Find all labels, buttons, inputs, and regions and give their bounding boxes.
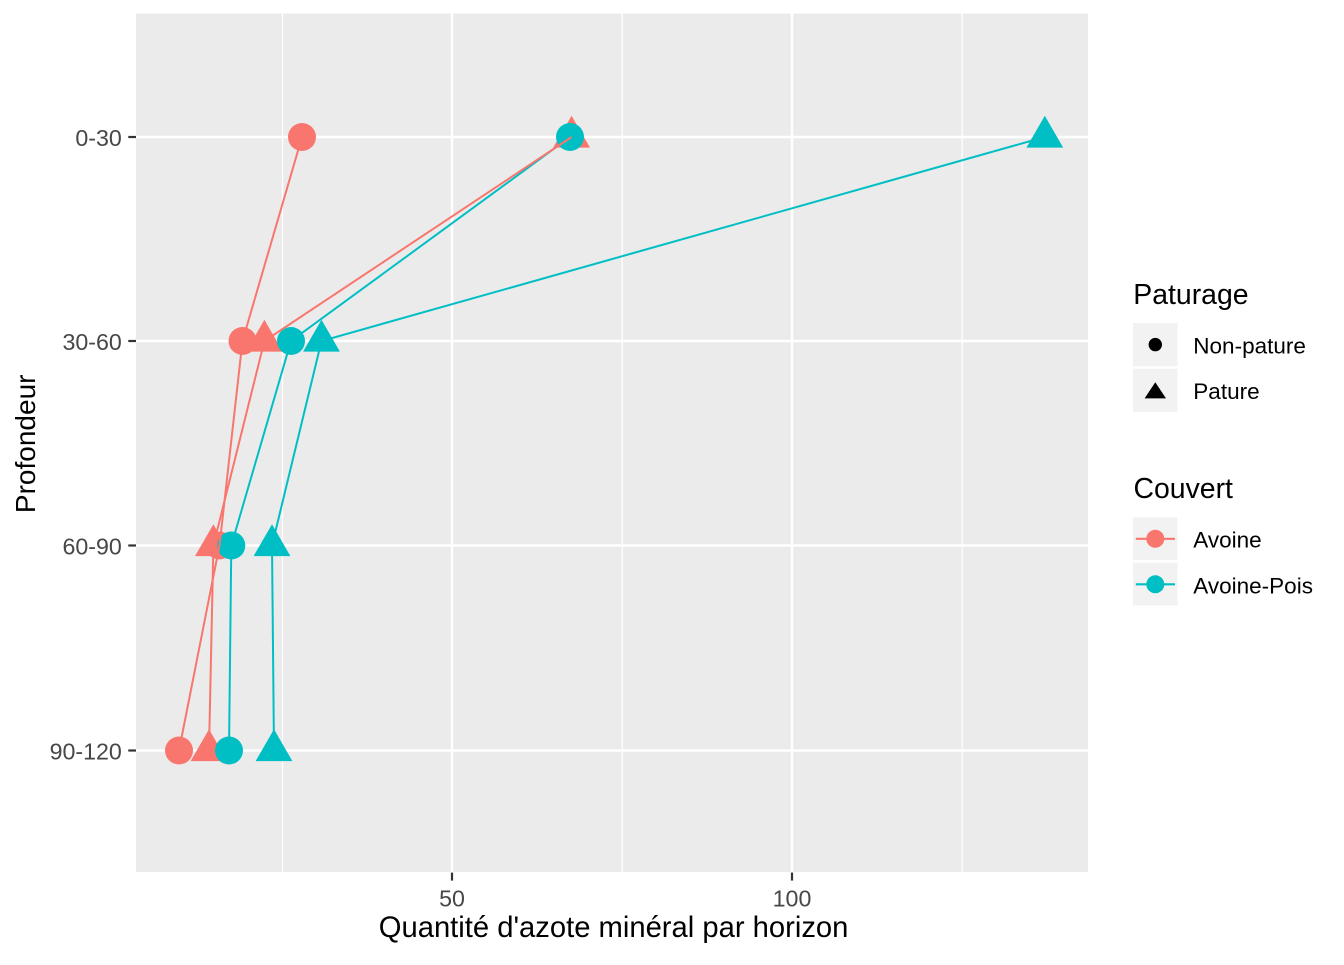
svg-text:Paturage: Paturage xyxy=(1133,279,1248,311)
svg-text:Avoine: Avoine xyxy=(1193,528,1261,553)
svg-text:50: 50 xyxy=(439,885,465,911)
svg-text:Pature: Pature xyxy=(1193,379,1259,404)
svg-text:Avoine-Pois: Avoine-Pois xyxy=(1193,573,1313,598)
svg-text:Quantité d'azote minéral par h: Quantité d'azote minéral par horizon xyxy=(379,912,849,944)
svg-text:60-90: 60-90 xyxy=(62,534,121,560)
svg-text:0-30: 0-30 xyxy=(75,125,121,151)
svg-text:Non-pature: Non-pature xyxy=(1193,334,1306,359)
svg-text:100: 100 xyxy=(773,885,812,911)
svg-text:30-60: 30-60 xyxy=(62,329,121,355)
svg-text:Profondeur: Profondeur xyxy=(10,375,41,514)
svg-text:90-120: 90-120 xyxy=(50,739,122,765)
svg-text:Couvert: Couvert xyxy=(1134,473,1234,505)
